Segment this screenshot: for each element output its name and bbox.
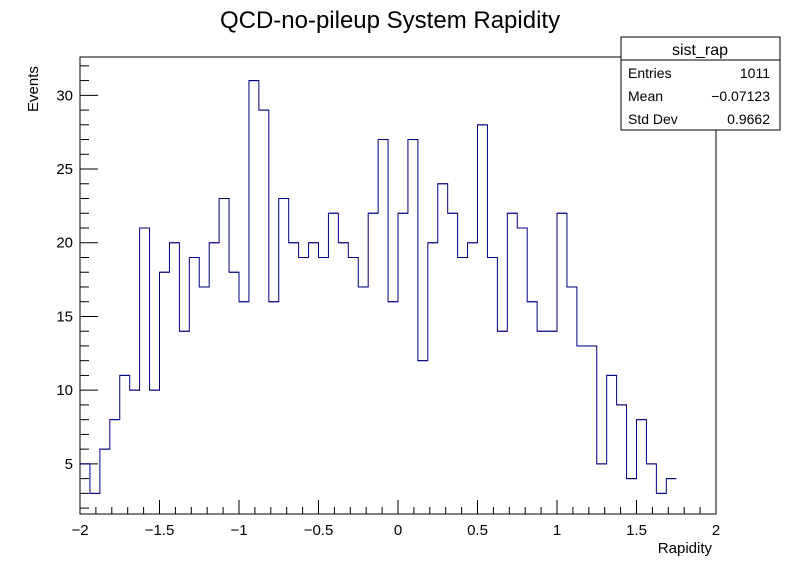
y-tick-label: 15 (56, 308, 73, 325)
x-tick-label: 1 (553, 522, 561, 539)
x-axis-label: Rapidity (658, 540, 713, 557)
stats-stddev-value: 0.9662 (727, 111, 770, 127)
x-tick-label: −1.5 (145, 522, 175, 539)
y-tick-label: 30 (56, 87, 73, 104)
x-tick-label: 2 (712, 522, 720, 539)
stats-mean-label: Mean (628, 88, 663, 104)
stats-mean-value: −0.07123 (711, 88, 770, 104)
stats-stddev-label: Std Dev (628, 111, 678, 127)
y-tick-label: 5 (65, 456, 73, 473)
x-tick-label: −0.5 (304, 522, 334, 539)
stats-box: sist_rap Entries 1011 Mean −0.07123 Std … (620, 36, 781, 131)
chart-title: QCD-no-pileup System Rapidity (220, 7, 560, 34)
y-tick-label: 25 (56, 161, 73, 178)
y-axis-label: Events (25, 66, 42, 112)
x-tick-label: 1.5 (626, 522, 647, 539)
x-tick-label: 0 (394, 522, 402, 539)
x-tick-label: −2 (71, 522, 88, 539)
stats-box-frame (620, 36, 781, 131)
stats-box-title: sist_rap (672, 42, 728, 59)
y-tick-label: 20 (56, 235, 73, 252)
stats-entries-value: 1011 (740, 65, 770, 81)
x-tick-label: −1 (230, 522, 247, 539)
y-tick-label: 10 (56, 382, 73, 399)
stats-entries-label: Entries (628, 65, 672, 81)
histogram-bins (80, 80, 677, 494)
x-tick-label: 0.5 (467, 522, 488, 539)
